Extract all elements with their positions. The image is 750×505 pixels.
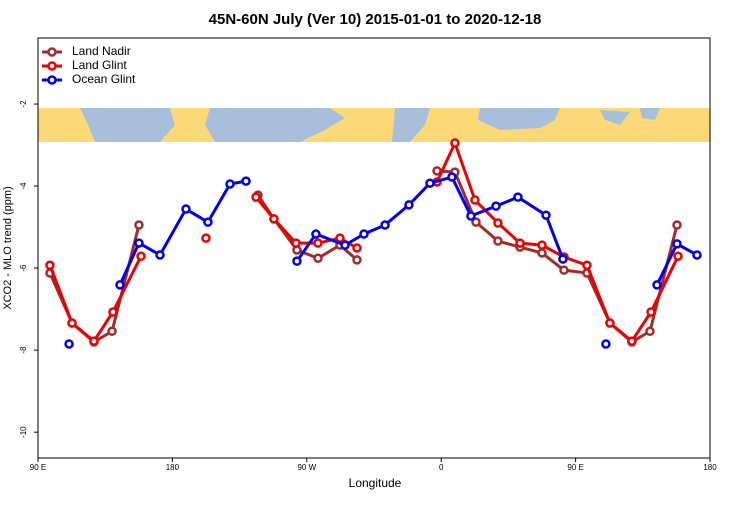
data-point bbox=[134, 238, 144, 248]
data-point bbox=[582, 260, 592, 270]
data-point bbox=[352, 255, 362, 265]
data-point bbox=[493, 236, 503, 246]
data-point bbox=[646, 307, 656, 317]
data-point bbox=[513, 192, 523, 202]
data-point bbox=[181, 204, 191, 214]
data-point bbox=[450, 138, 460, 148]
data-point bbox=[493, 218, 503, 228]
data-point bbox=[515, 238, 525, 248]
legend-marker bbox=[47, 61, 57, 71]
y-tick-label: -4 bbox=[19, 182, 28, 190]
data-point bbox=[627, 336, 637, 346]
legend-label: Land Nadir bbox=[72, 44, 131, 58]
map-ocean bbox=[80, 108, 660, 142]
x-tick-label: 90 E bbox=[567, 463, 583, 472]
data-point bbox=[672, 239, 682, 249]
x-tick-label: 90 W bbox=[297, 463, 316, 472]
data-point bbox=[291, 238, 301, 248]
data-point bbox=[251, 192, 261, 202]
map-band bbox=[38, 108, 710, 142]
data-point bbox=[470, 195, 480, 205]
data-point bbox=[491, 201, 501, 211]
x-tick-label: 90 E bbox=[30, 463, 46, 472]
data-point bbox=[225, 179, 235, 189]
data-point bbox=[292, 256, 302, 266]
x-tick-label: 180 bbox=[703, 463, 717, 472]
data-point bbox=[313, 238, 323, 248]
data-point bbox=[107, 326, 117, 337]
y-tick-label: -10 bbox=[19, 426, 28, 438]
legend-entry: Land Glint bbox=[42, 58, 127, 72]
data-point bbox=[313, 253, 323, 264]
data-point bbox=[45, 260, 55, 270]
legend-marker bbox=[47, 47, 57, 57]
data-point bbox=[605, 318, 615, 328]
data-point bbox=[201, 233, 211, 243]
data-point bbox=[241, 176, 251, 186]
data-point bbox=[64, 339, 74, 349]
x-axis-label: Longitude bbox=[349, 476, 402, 490]
data-point bbox=[380, 220, 390, 230]
data-point bbox=[672, 220, 682, 230]
data-point bbox=[537, 248, 547, 258]
y-tick-label: -2 bbox=[19, 100, 28, 108]
data-point bbox=[425, 178, 435, 188]
data-point bbox=[359, 229, 369, 239]
data-point bbox=[645, 326, 655, 337]
data-point bbox=[601, 339, 611, 349]
data-point bbox=[115, 280, 125, 290]
data-point bbox=[335, 233, 345, 243]
data-point bbox=[155, 250, 165, 260]
data-point bbox=[466, 211, 476, 221]
data-point bbox=[558, 254, 568, 264]
data-point bbox=[67, 318, 77, 328]
data-point bbox=[559, 265, 569, 275]
data-point bbox=[311, 229, 321, 239]
x-tick-label: 0 bbox=[439, 463, 444, 472]
data-point bbox=[471, 217, 481, 227]
legend-label: Ocean Glint bbox=[72, 72, 136, 86]
data-point bbox=[352, 243, 362, 253]
legend-entry: Land Nadir bbox=[42, 44, 131, 58]
y-tick-label: -6 bbox=[19, 264, 28, 272]
legend-marker bbox=[47, 75, 57, 85]
y-axis-label: XCO2 - MLO trend (ppm) bbox=[2, 186, 14, 309]
data-point bbox=[203, 217, 213, 227]
data-point bbox=[652, 280, 662, 290]
plot-frame bbox=[37, 37, 711, 459]
data-point bbox=[89, 336, 99, 346]
data-point bbox=[108, 307, 118, 317]
data-point bbox=[692, 250, 702, 260]
data-point bbox=[134, 220, 144, 230]
legend-entry: Ocean Glint bbox=[42, 72, 136, 86]
y-tick-label: -8 bbox=[19, 346, 28, 354]
data-point bbox=[269, 214, 279, 224]
data-point bbox=[537, 240, 547, 250]
data-point bbox=[541, 210, 551, 220]
data-point bbox=[340, 240, 350, 250]
legend-label: Land Glint bbox=[72, 58, 127, 72]
data-point bbox=[136, 251, 146, 261]
chart-title: 45N-60N July (Ver 10) 2015-01-01 to 2020… bbox=[209, 11, 542, 28]
data-point bbox=[447, 172, 457, 182]
data-point bbox=[404, 200, 414, 210]
x-tick-label: 180 bbox=[166, 463, 180, 472]
data-point bbox=[673, 251, 683, 261]
